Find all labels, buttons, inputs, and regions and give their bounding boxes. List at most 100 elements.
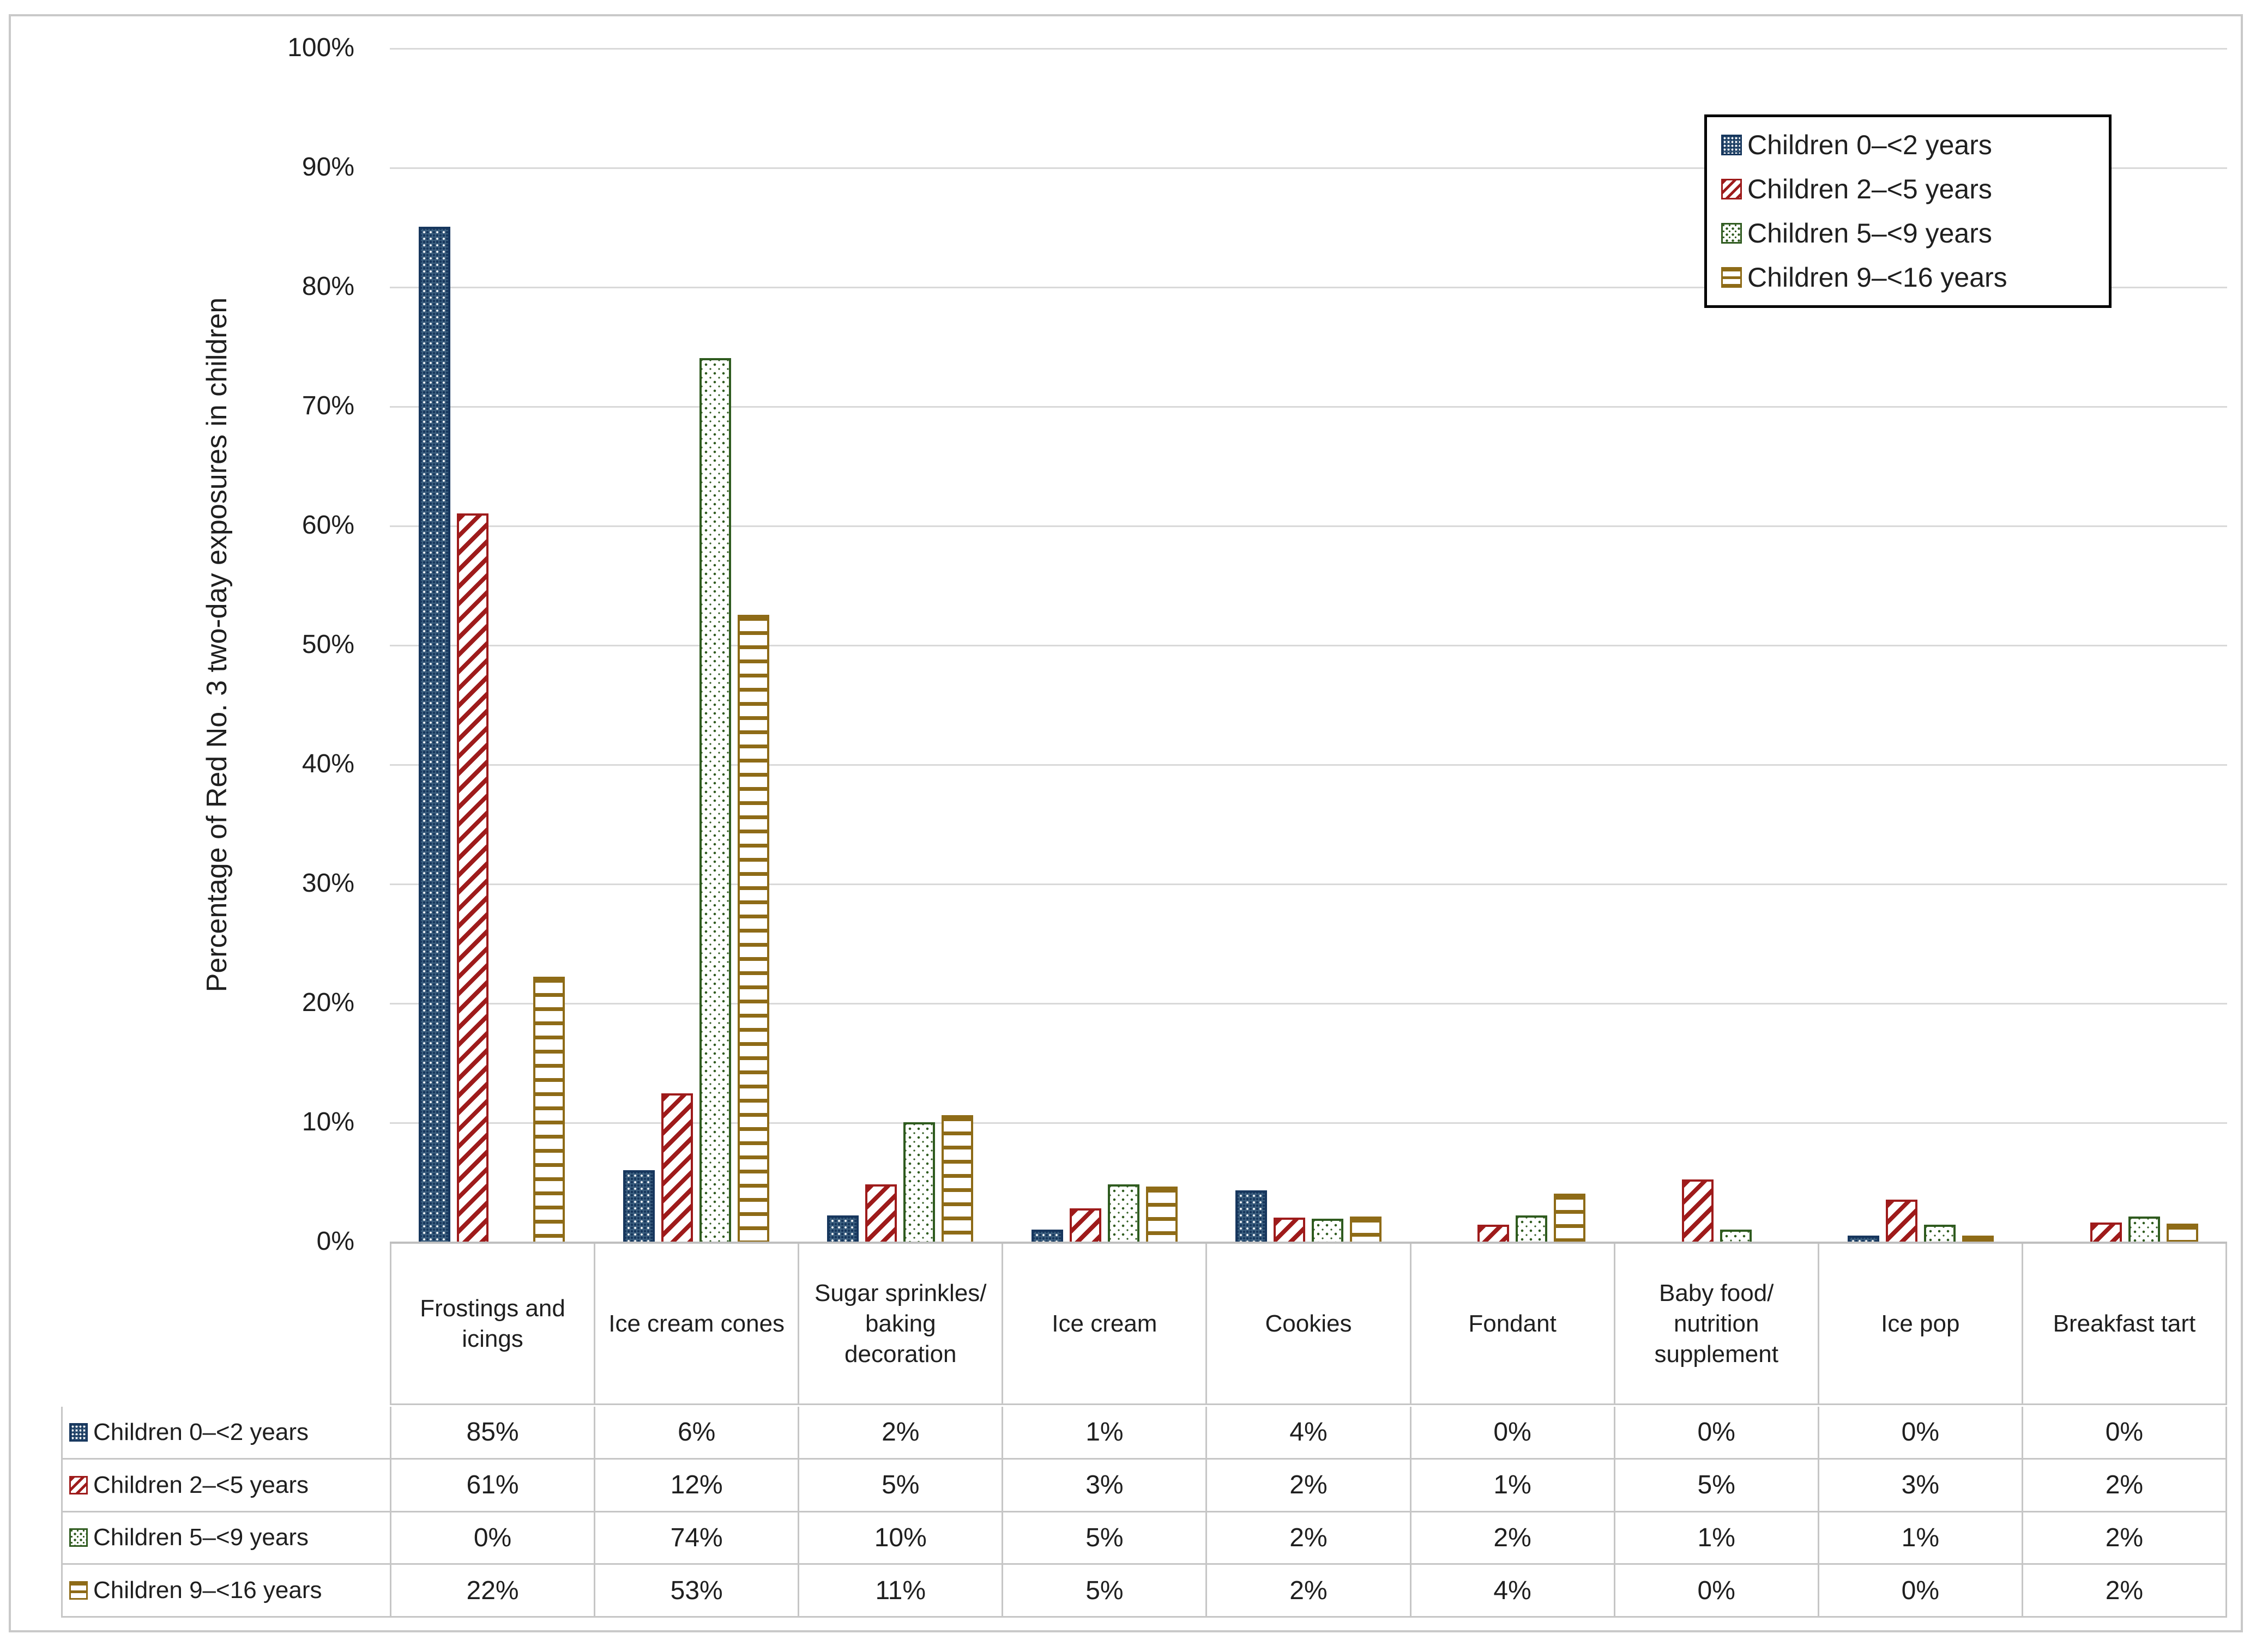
legend-item: Children 0–<2 years xyxy=(1721,129,2109,161)
bar-group xyxy=(1002,48,1206,1242)
plot-area xyxy=(390,48,2227,1242)
table-row: Children 2–<5 years 61% 12% 5% 3% 2% 1% 5% 3% 2% xyxy=(61,1459,2227,1512)
bar xyxy=(1235,1190,1267,1242)
gridline xyxy=(390,287,2227,288)
bar-group xyxy=(1819,48,2023,1242)
table-column-header: Frostings and icings xyxy=(390,1244,594,1403)
legend-pattern-swatch-icon xyxy=(1721,134,1742,155)
table-value-cell: 0% xyxy=(1817,1407,2022,1458)
bar xyxy=(1031,1230,1063,1242)
y-axis-tick-label: 0% xyxy=(316,1227,354,1256)
legend-box: Children 0–<2 years Children 2–<5 years Ch… xyxy=(1704,114,2112,308)
table-row: Children 9–<16 years 22% 53% 11% 5% 2% 4% 0% 0% 2… xyxy=(61,1565,2227,1618)
bar-group xyxy=(1615,48,1819,1242)
gridline xyxy=(390,1003,2227,1004)
table-value-cell: 3% xyxy=(1817,1459,2022,1511)
table-value-cell: 10% xyxy=(798,1512,1002,1564)
y-axis-tick-label: 30% xyxy=(301,869,354,898)
bar-group xyxy=(1207,48,1410,1242)
gridline xyxy=(390,1122,2227,1124)
bar xyxy=(1720,1230,1752,1242)
table-row-header: Children 5–<9 years xyxy=(61,1512,390,1564)
y-axis-tick-label: 80% xyxy=(301,272,354,301)
table-row-header: Children 0–<2 years xyxy=(61,1407,390,1458)
series-name-label: Children 0–<2 years xyxy=(93,1418,309,1445)
bar xyxy=(2128,1217,2160,1242)
table-column-header: Breakfast tart xyxy=(2021,1244,2227,1403)
table-value-cell: 2% xyxy=(1409,1512,1614,1564)
table-value-cell: 4% xyxy=(1409,1565,1614,1616)
series-pattern-swatch-icon xyxy=(69,1528,88,1547)
table-value-cell: 4% xyxy=(1205,1407,1409,1458)
bar xyxy=(1349,1217,1382,1242)
bar-group xyxy=(2023,48,2227,1242)
table-row: Children 0–<2 years 85% 6% 2% 1% 4% 0% 0% 0% 0% xyxy=(61,1407,2227,1460)
table-value-cell: 11% xyxy=(798,1565,1002,1616)
bar-group xyxy=(1410,48,1614,1242)
bar xyxy=(1107,1184,1139,1242)
data-table-body: Children 0–<2 years 85% 6% 2% 1% 4% 0% 0% 0% 0% Ch… xyxy=(61,1407,2227,1618)
series-pattern-swatch-icon xyxy=(69,1581,88,1600)
bar xyxy=(457,513,489,1242)
legend-pattern-swatch-icon xyxy=(1721,223,1742,244)
bar xyxy=(2090,1223,2122,1242)
bar xyxy=(419,227,451,1242)
legend-label: Children 2–<5 years xyxy=(1747,173,1992,204)
series-name-label: Children 2–<5 years xyxy=(93,1471,309,1498)
y-axis-tick-label: 70% xyxy=(301,391,354,420)
table-value-cell: 53% xyxy=(594,1565,798,1616)
table-value-cell: 2% xyxy=(798,1407,1002,1458)
y-axis-tick-label: 60% xyxy=(301,511,354,540)
legend-pattern-swatch-icon xyxy=(1721,267,1742,288)
bar xyxy=(533,977,565,1242)
table-column-header: Ice cream xyxy=(1002,1244,1205,1403)
bar xyxy=(1273,1218,1305,1242)
table-value-cell: 2% xyxy=(2021,1512,2227,1564)
bar xyxy=(623,1170,655,1242)
bar xyxy=(699,358,731,1242)
table-column-header: Fondant xyxy=(1409,1244,1614,1403)
bar xyxy=(1681,1179,1714,1242)
gridline xyxy=(390,167,2227,169)
bar xyxy=(1554,1194,1586,1242)
gridline xyxy=(390,525,2227,527)
bar xyxy=(942,1115,974,1242)
table-row-header: Children 9–<16 years xyxy=(61,1565,390,1616)
bar xyxy=(737,615,769,1242)
bar xyxy=(1516,1215,1548,1242)
series-pattern-swatch-icon xyxy=(69,1423,88,1442)
table-value-cell: 5% xyxy=(798,1459,1002,1511)
bar xyxy=(1962,1236,1994,1242)
y-axis-tick-label: 40% xyxy=(301,749,354,778)
table-value-cell: 0% xyxy=(1613,1407,1818,1458)
bar-group xyxy=(798,48,1002,1242)
y-axis-tick-label: 50% xyxy=(301,630,354,659)
table-value-cell: 5% xyxy=(1613,1459,1818,1511)
table-row-header: Children 2–<5 years xyxy=(61,1459,390,1511)
legend-item: Children 9–<16 years xyxy=(1721,262,2109,293)
data-table-category-header-row: Frostings and icings Ice cream cones Sugar… xyxy=(390,1242,2227,1405)
bar xyxy=(2166,1224,2198,1242)
table-value-cell: 0% xyxy=(2021,1407,2227,1458)
table-value-cell: 0% xyxy=(1409,1407,1614,1458)
table-value-cell: 1% xyxy=(1817,1512,2022,1564)
legend-item: Children 5–<9 years xyxy=(1721,217,2109,249)
bar xyxy=(827,1215,859,1242)
bar xyxy=(1311,1219,1343,1242)
bar-group xyxy=(594,48,798,1242)
gridline xyxy=(390,764,2227,766)
gridline xyxy=(390,884,2227,885)
table-row: Children 5–<9 years 0% 74% 10% 5% 2% 2% 1% 1% 2% xyxy=(61,1512,2227,1565)
bar xyxy=(1069,1208,1101,1242)
bar xyxy=(1477,1225,1510,1242)
y-axis-tick-label: 10% xyxy=(301,1108,354,1136)
legend-item: Children 2–<5 years xyxy=(1721,173,2109,205)
bar xyxy=(903,1122,936,1242)
table-value-cell: 2% xyxy=(2021,1459,2227,1511)
gridline xyxy=(390,645,2227,646)
table-value-cell: 5% xyxy=(1002,1512,1205,1564)
table-column-header: Sugar sprinkles/ baking decoration xyxy=(798,1244,1002,1403)
table-value-cell: 2% xyxy=(1205,1565,1409,1616)
bar-group xyxy=(390,48,594,1242)
